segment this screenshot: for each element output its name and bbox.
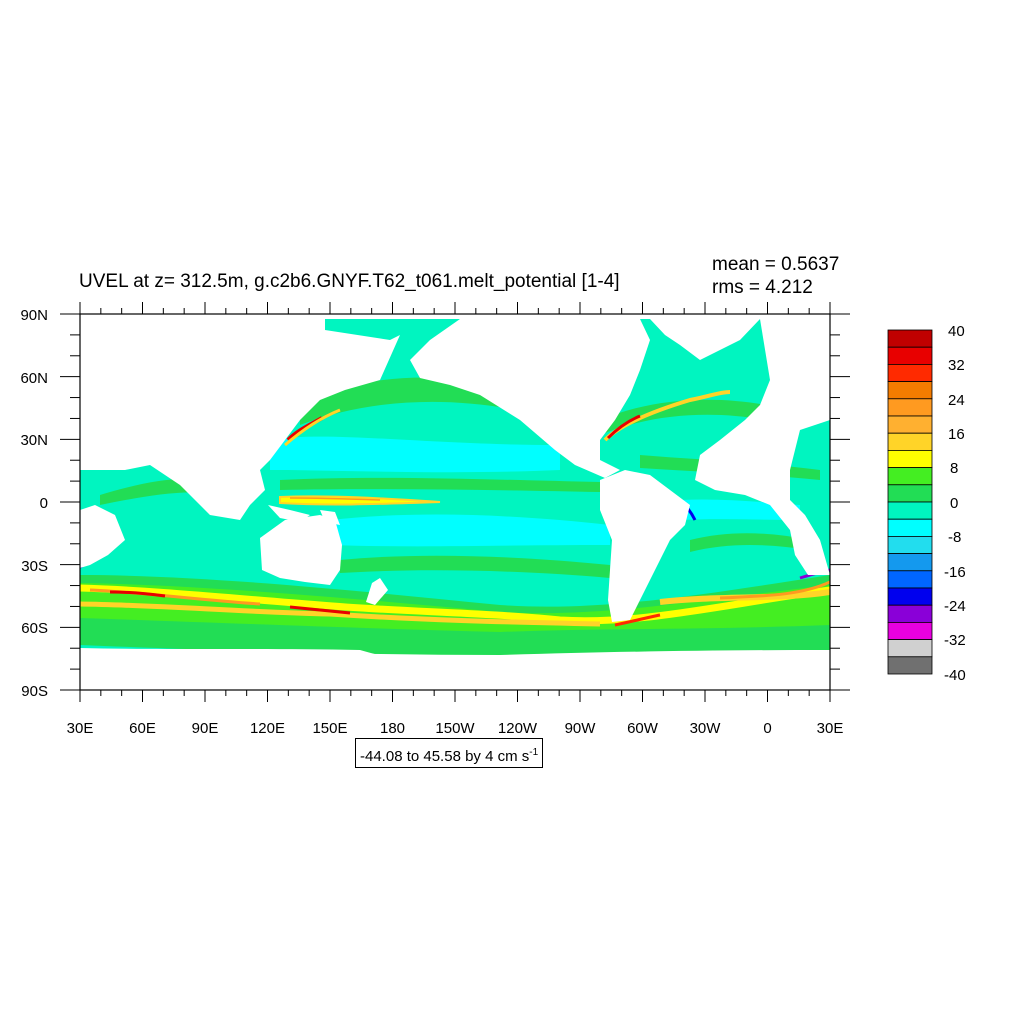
colorbar-swatch [887,656,933,675]
middle-east-landmass [80,405,100,470]
australia-landmass [260,515,342,585]
asia-landmass [80,319,400,520]
colorbar-labels: 40 32 24 16 8 0 -8 -16 -24 -32 -40 [944,323,966,684]
colorbar-swatch [887,604,933,623]
colorbar-label: -16 [944,564,966,581]
colorbar-swatch [887,622,933,641]
acc-jet [719,580,830,600]
acc-jet [109,590,166,598]
contour-info-unit-exponent: -1 [529,747,539,758]
lon-tick-label: 30W [690,720,722,737]
lon-tick-label: 90W [565,720,597,737]
lon-tick-label: 120W [498,720,538,737]
colorbar-swatch [887,518,933,537]
positive-velocity-band [690,533,810,552]
equatorial-undercurrent-core [289,497,381,501]
colorbar-swatch [887,432,933,451]
new-guinea [320,510,340,525]
greenland-landmass [650,319,760,360]
negative-velocity-region [270,436,560,473]
colorbar-swatch [887,467,933,486]
map-field [80,314,830,690]
plot-title: UVEL at z= 312.5m, g.c2b6.GNYF.T62_t061.… [79,271,620,292]
colorbar-swatch [887,381,933,400]
north-america-landmass [410,319,650,478]
positive-velocity-band [280,477,600,492]
lon-tick-label: 150E [312,720,347,737]
acc-jet [614,613,661,627]
colorbar [887,329,933,675]
colorbar-swatch [887,398,933,417]
colorbar-swatch [887,587,933,606]
lon-tick-label: 0 [763,720,771,737]
new-zealand-landmass [366,578,388,605]
lat-tick-label: 30S [21,558,48,575]
colorbar-swatch [887,415,933,434]
lon-tick-label: 180 [380,720,405,737]
negative-velocity-region [330,514,610,547]
lat-tick-label: 0 [40,495,48,512]
colorbar-swatch [887,553,933,572]
lon-tick-label: 60W [627,720,659,737]
lon-tick-label: 30E [817,720,844,737]
colorbar-swatch [887,536,933,555]
lat-tick-label: 90S [21,683,48,700]
colorbar-swatch [887,484,933,503]
gulf-stream-core [606,414,641,440]
colorbar-label: 8 [950,460,958,477]
axis-ticks [60,302,850,702]
acc-jet [89,588,261,606]
lon-tick-label: 90E [192,720,219,737]
maritime-continent [268,505,310,522]
contour-info-box: -44.08 to 45.58 by 4 cm s-1 [355,738,544,768]
acc-jet [289,605,351,615]
colorbar-label: -8 [948,529,961,546]
colorbar-swatch [887,501,933,520]
lat-tick-label: 60N [20,370,48,387]
africa-east-landmass [80,505,125,568]
longitude-axis: 30E 60E 90E 120E 150E 180 150W 120W 90W … [67,720,844,737]
rms-statistic: rms = 4.212 [712,277,813,298]
colorbar-swatch [887,570,933,589]
colorbar-label: 32 [948,357,965,374]
colorbar-label: -32 [944,632,966,649]
colorbar-label: 24 [948,392,965,409]
lon-tick-label: 60E [129,720,156,737]
kuroshio-current [284,408,341,447]
colorbar-label: 0 [950,495,958,512]
colorbar-label: -24 [944,598,966,615]
europe-africa-landmass [695,319,830,575]
contour-info-text: -44.08 to 45.58 by 4 cm s [360,748,530,765]
colorbar-swatch [887,329,933,348]
lon-tick-label: 150W [435,720,475,737]
lat-tick-label: 30N [20,432,48,449]
positive-velocity-band [340,555,610,578]
south-america-landmass [600,470,690,622]
antarctica-landmass [80,648,830,690]
colorbar-swatch [887,346,933,365]
lon-tick-label: 30E [67,720,94,737]
mean-statistic: mean = 0.5637 [712,254,840,275]
colorbar-label: 40 [948,323,965,340]
colorbar-swatch [887,363,933,382]
acc-core [80,584,830,625]
colorbar-label: -40 [944,667,966,684]
latitude-axis: 90N 60N 30N 0 30S 60S 90S [20,307,48,700]
colorbar-swatch [887,449,933,468]
colorbar-swatch [887,639,933,658]
positive-velocity-band [600,399,790,435]
acc-core [80,601,601,627]
lat-tick-label: 90N [20,307,48,324]
colorbar-label: 16 [948,426,965,443]
lon-tick-label: 120E [250,720,285,737]
lat-tick-label: 60S [21,620,48,637]
